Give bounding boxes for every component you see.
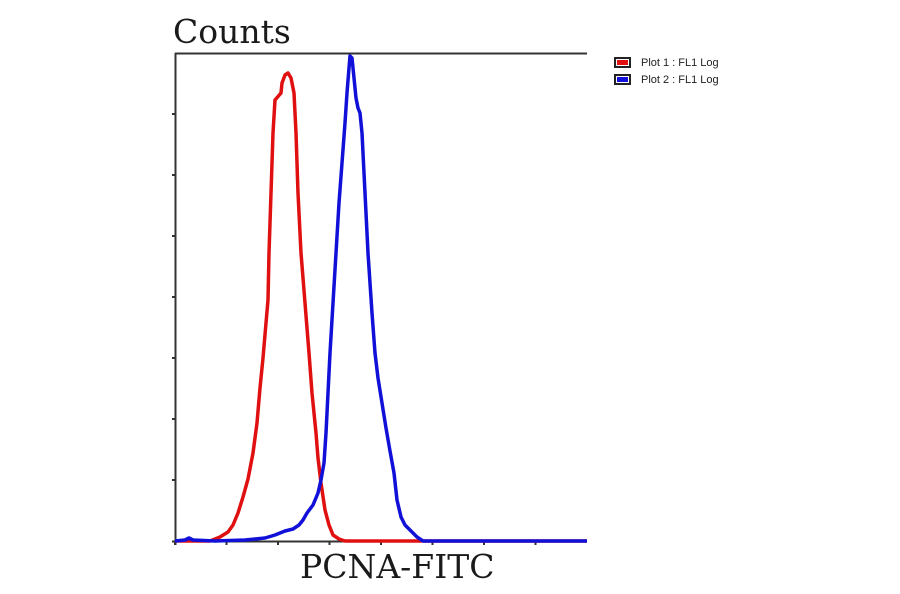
plot-frame [172,52,587,545]
legend: Plot 1 : FL1 Log Plot 2 : FL1 Log [614,54,719,88]
legend-item-plot-1: Plot 1 : FL1 Log [614,54,719,71]
legend-item-plot-2: Plot 2 : FL1 Log [614,71,719,88]
legend-swatch-red-icon [614,57,631,68]
y-axis-title: Counts [173,12,291,51]
y-axis-ticks [172,113,175,481]
series-line-1 [175,71,587,543]
series-line-2 [174,54,587,543]
x-axis-title: PCNA-FITC [300,547,495,586]
legend-swatch-blue-icon [614,74,631,85]
legend-label: Plot 1 : FL1 Log [641,56,719,69]
histogram-series [174,54,587,543]
legend-label: Plot 2 : FL1 Log [641,73,719,86]
